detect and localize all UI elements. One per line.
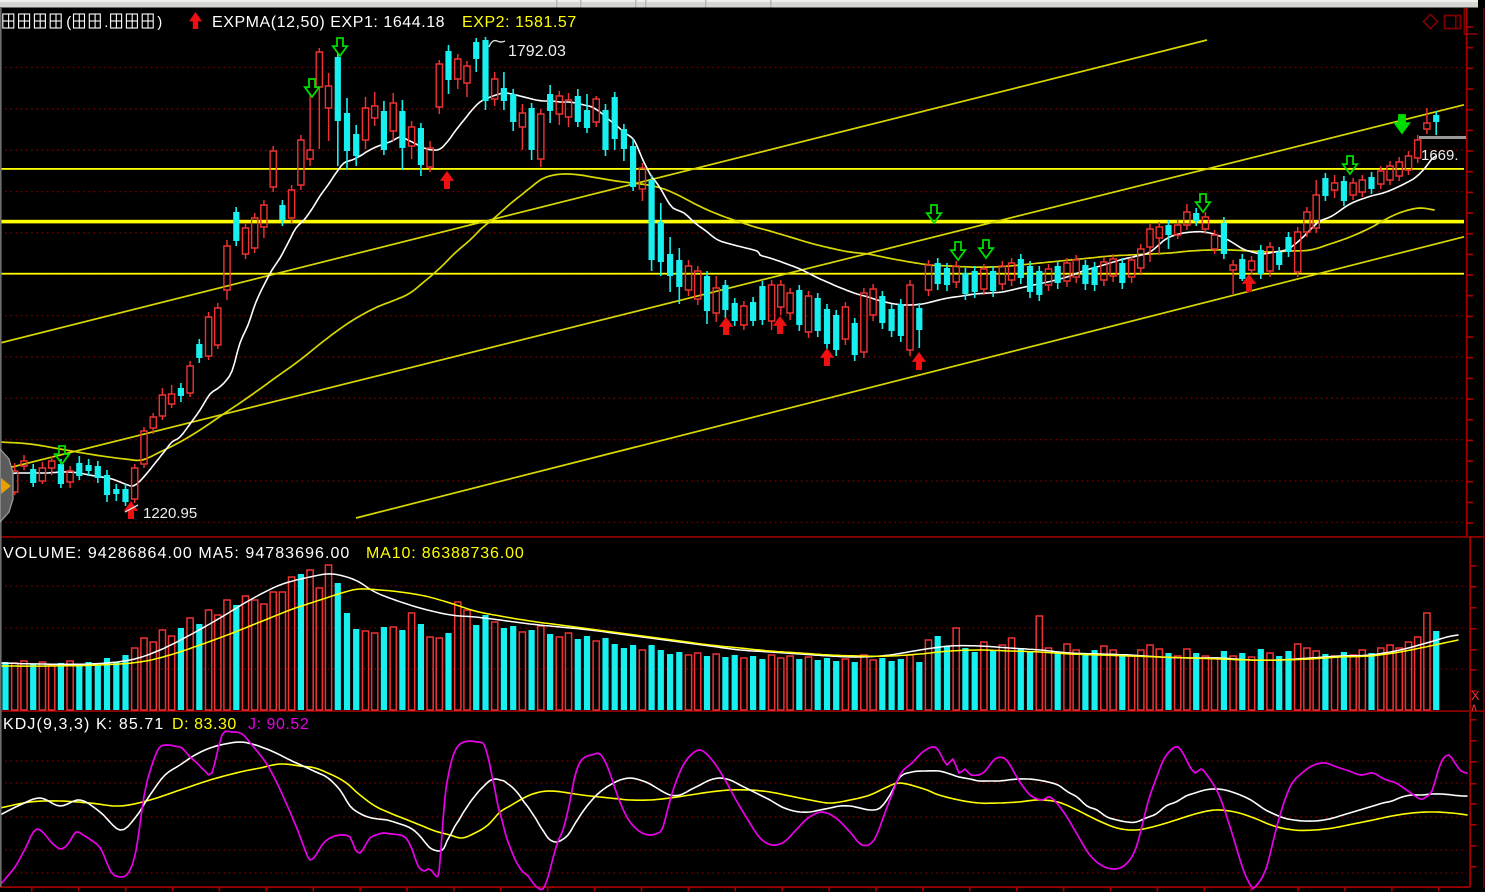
svg-text:KDJ(9,3,3) K: 85.71: KDJ(9,3,3) K: 85.71	[3, 716, 164, 733]
svg-text:VOLUME: 94286864.00 MA5: 94783: VOLUME: 94286864.00 MA5: 94783696.00	[3, 545, 350, 562]
svg-text:D: 83.30: D: 83.30	[172, 716, 237, 733]
svg-text:EXPMA(12,50) EXP1: 1644.18: EXPMA(12,50) EXP1: 1644.18	[212, 14, 445, 31]
svg-text:1220.95: 1220.95	[143, 505, 197, 522]
svg-text:J: 90.52: J: 90.52	[248, 716, 309, 733]
svg-text:MA10: 86388736.00: MA10: 86388736.00	[366, 545, 525, 562]
svg-text:1669.: 1669.	[1421, 147, 1459, 164]
svg-text:(: (	[66, 14, 71, 31]
svg-text:): )	[157, 14, 162, 31]
svg-text:.: .	[104, 14, 108, 31]
svg-text:∧: ∧	[1470, 702, 1478, 714]
svg-text:X: X	[1471, 688, 1480, 703]
svg-text:1792.03: 1792.03	[508, 43, 566, 60]
svg-text:EXP2: 1581.57: EXP2: 1581.57	[462, 14, 577, 31]
